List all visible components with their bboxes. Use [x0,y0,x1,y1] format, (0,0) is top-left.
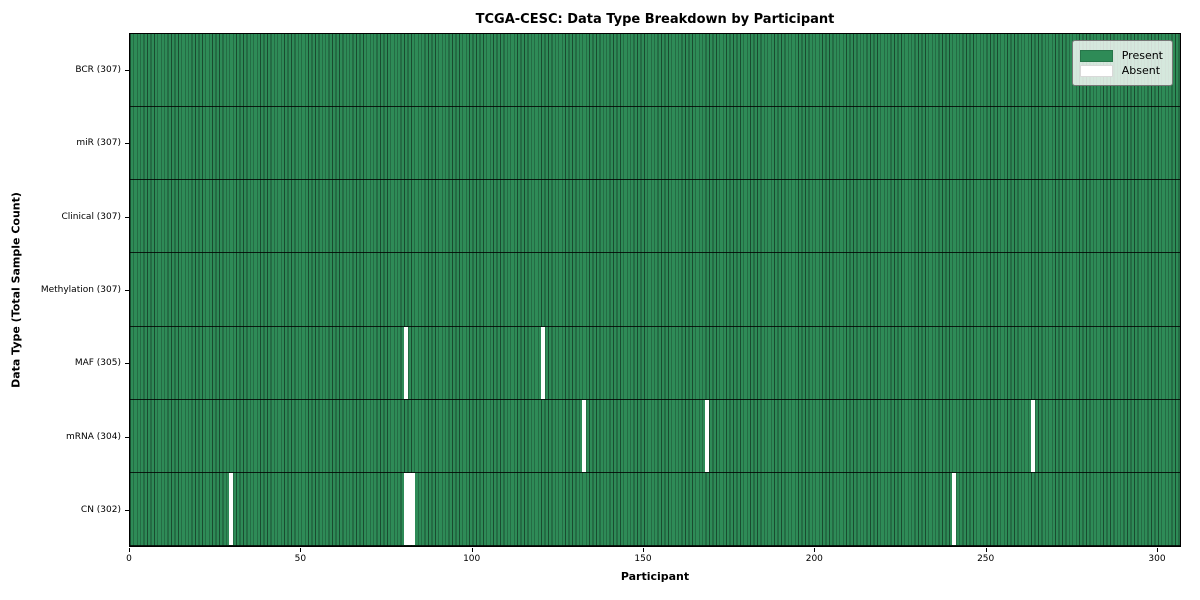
heatmap-row-miR [130,107,1180,181]
x-tick [300,548,302,552]
y-tick-label: Clinical (307) [61,211,121,222]
y-tick [125,363,129,365]
plot-area: Present Absent [129,33,1181,547]
absent-cell [410,472,415,545]
x-tick [985,548,987,552]
x-tick [471,548,473,552]
y-tick [125,436,129,438]
x-tick-label: 100 [463,554,481,564]
chart-title: TCGA-CESC: Data Type Breakdown by Partic… [475,12,835,27]
absent-cell [229,472,233,545]
absent-cell [1031,399,1035,472]
x-tick-label: 0 [126,554,132,564]
heatmap-row-CN [130,472,1180,546]
y-tick-label: Methylation (307) [40,285,121,295]
absent-cell [582,399,586,472]
x-tick-label: 150 [634,554,652,564]
y-tick [125,143,129,145]
y-tick [125,290,129,291]
y-tick [125,216,129,218]
x-tick [1157,548,1158,552]
x-axis-label: Participant [620,570,690,583]
heatmap-row-Methylation [130,253,1180,327]
y-tick-label: CN (302) [80,505,121,516]
heatmap-row-Clinical [130,180,1180,254]
y-tick-label: BCR (307) [75,64,121,75]
x-tick-label: 300 [1148,554,1166,564]
heatmap-row-BCR [130,34,1180,108]
absent-cell [407,472,412,545]
y-tick [125,510,129,512]
absent-cell [952,472,957,545]
absent-cell [403,472,408,545]
present-swatch [1079,49,1113,62]
legend-item-present: Present [1079,49,1163,62]
y-tick [125,69,129,71]
y-tick-label: mRNA (304) [66,431,121,442]
y-tick-label: MAF (305) [74,358,121,369]
x-tick [129,548,130,552]
x-tick [814,548,816,552]
x-tick [643,548,644,552]
x-tick-label: 200 [805,554,823,564]
heatmap-row-mRNA [130,399,1180,473]
legend: Present Absent [1071,40,1173,86]
heatmap-row-MAF [130,326,1180,400]
absent-swatch [1079,64,1113,77]
absent-cell [403,326,408,399]
legend-label-present: Present [1121,49,1163,62]
x-tick-label: 250 [977,554,995,564]
absent-cell [705,399,710,472]
legend-label-absent: Absent [1121,64,1161,77]
x-tick-label: 50 [294,554,307,564]
absent-cell [541,326,545,399]
legend-item-absent: Absent [1079,64,1163,77]
y-tick-label: miR (307) [76,138,121,149]
